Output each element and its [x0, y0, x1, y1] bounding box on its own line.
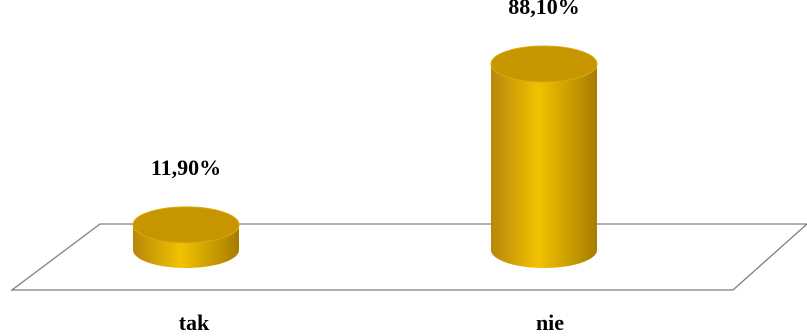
- chart-floor: [10, 223, 807, 291]
- bar-body-tak: [133, 224, 239, 268]
- bar-body-nie: [491, 64, 597, 268]
- data-label-nie: 88,10%: [508, 0, 580, 19]
- data-labels-group: 11,90% 88,10%: [151, 0, 580, 180]
- bar-top-nie: [490, 45, 598, 83]
- category-labels-group: tak nie: [179, 310, 565, 335]
- category-label-tak: tak: [179, 310, 210, 335]
- bar-top-tak: [132, 206, 240, 244]
- category-label-nie: nie: [536, 310, 564, 335]
- bars-group: [132, 45, 598, 268]
- bar-tak: [132, 206, 240, 268]
- bar-nie: [490, 45, 598, 268]
- data-label-tak: 11,90%: [151, 155, 221, 180]
